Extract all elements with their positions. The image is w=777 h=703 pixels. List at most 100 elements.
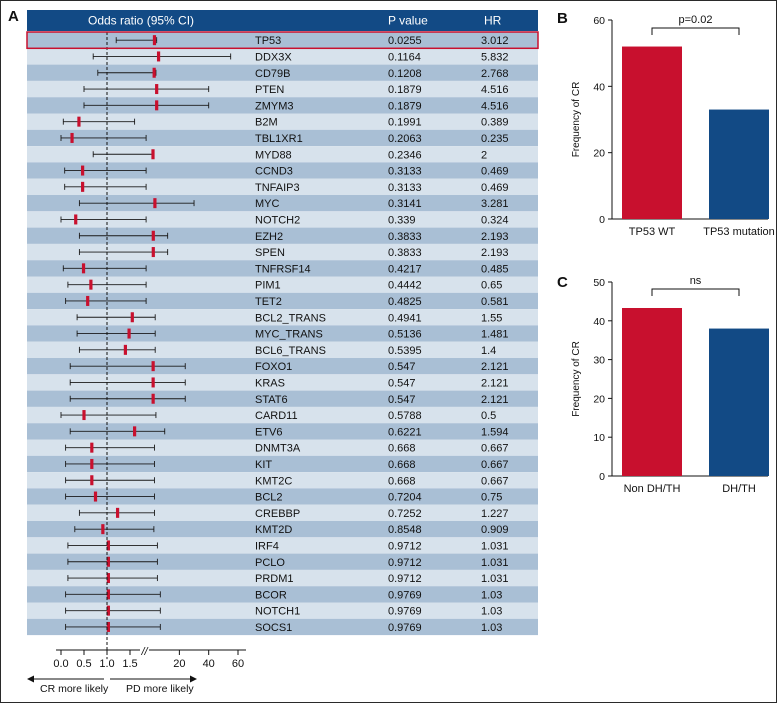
- gene-label: STAT6: [255, 394, 288, 406]
- p-value: 0.9769: [388, 622, 422, 634]
- chart-c-group: 0 10 20 30 40 50 Frequency of CR Non DH/TH DH/TH…: [571, 275, 769, 495]
- odds-ratio-point: [81, 165, 85, 176]
- p-value: 0.668: [388, 443, 416, 455]
- p-value: 0.1879: [388, 100, 422, 112]
- p-value: 0.3141: [388, 198, 422, 210]
- forest-row-bg: [27, 341, 538, 358]
- odds-ratio-point: [90, 458, 94, 469]
- odds-ratio-point: [93, 491, 98, 502]
- arrow-right-head: [190, 675, 197, 683]
- p-value: 0.547: [388, 394, 416, 406]
- hr-value: 2.121: [481, 394, 509, 406]
- p-value: 0.8548: [388, 524, 422, 536]
- hr-value: 1.481: [481, 329, 509, 341]
- gene-label: IRF4: [255, 540, 279, 552]
- y-tick-label: 0: [599, 471, 605, 483]
- gene-label: BCL6_TRANS: [255, 345, 326, 357]
- gene-label: TNFRSF14: [255, 263, 311, 275]
- odds-ratio-point: [151, 230, 155, 241]
- forest-row-bg: [27, 374, 538, 391]
- odds-ratio-point: [81, 181, 85, 192]
- hr-value: 2.193: [481, 231, 509, 243]
- gene-label: KRAS: [255, 377, 285, 389]
- category-label: DH/TH: [722, 483, 756, 495]
- header-hr: HR: [484, 14, 502, 28]
- hr-value: 0.469: [481, 182, 509, 194]
- p-value: 0.547: [388, 377, 416, 389]
- forest-row-bg: [27, 602, 538, 619]
- forest-row-bg: [27, 178, 538, 195]
- p-value: 0.9769: [388, 589, 422, 601]
- odds-ratio-point: [90, 475, 94, 486]
- header-odds-ratio: Odds ratio (95% CI): [88, 14, 194, 28]
- gene-label: NOTCH1: [255, 606, 300, 618]
- hr-value: 0.324: [481, 214, 509, 226]
- p-value: 0.3833: [388, 231, 422, 243]
- hr-value: 1.03: [481, 589, 502, 601]
- odds-ratio-point: [106, 605, 110, 616]
- gene-label: CARD11: [255, 410, 298, 422]
- gene-label: PRDM1: [255, 573, 294, 585]
- gene-label: KMT2D: [255, 524, 292, 536]
- forest-row-bg: [27, 80, 538, 98]
- odds-ratio-point: [155, 84, 159, 95]
- hr-value: 1.03: [481, 622, 502, 634]
- p-value: 0.9769: [388, 606, 422, 618]
- gene-label: MYC_TRANS: [255, 329, 323, 341]
- odds-ratio-point: [77, 116, 81, 127]
- bar: [622, 46, 682, 220]
- hr-value: 0.5: [481, 410, 496, 422]
- axis-break-mark: //: [140, 646, 148, 658]
- x-tick-label: 20: [173, 658, 185, 670]
- odds-ratio-point: [153, 198, 157, 209]
- gene-label: DDX3X: [255, 51, 292, 63]
- gene-label: BCL2_TRANS: [255, 312, 326, 324]
- y-tick-label: 10: [593, 432, 605, 444]
- y-tick-label: 60: [593, 15, 605, 27]
- gene-label: ZMYM3: [255, 100, 294, 112]
- category-label: TP53 WT: [629, 226, 676, 238]
- forest-row-bg: [27, 586, 538, 603]
- gene-label: CREBBP: [255, 508, 300, 520]
- gene-label: TP53: [255, 35, 281, 47]
- p-value: 0.668: [388, 475, 416, 487]
- gene-label: ETV6: [255, 426, 283, 438]
- x-tick-label: 1.0: [99, 658, 114, 670]
- x-tick-label: 0.0: [53, 658, 68, 670]
- forest-row-bg: [27, 455, 538, 473]
- odds-ratio-point: [151, 393, 155, 404]
- odds-ratio-point: [82, 410, 86, 421]
- hr-value: 4.516: [481, 100, 509, 112]
- hr-value: 0.667: [481, 443, 509, 455]
- gene-label: DNMT3A: [255, 443, 301, 455]
- y-tick-label: 30: [593, 355, 605, 367]
- forest-row-bg: [27, 521, 538, 538]
- bar: [709, 328, 769, 476]
- hr-value: 2.193: [481, 247, 509, 259]
- p-value: 0.3133: [388, 166, 422, 178]
- hr-value: 1.4: [481, 345, 496, 357]
- hr-value: 1.594: [481, 426, 509, 438]
- forest-rows: TP53 0.0255 3.012 DDX3X 0.1164 5.832 CD79B 0.12…: [26, 31, 539, 660]
- odds-ratio-point: [156, 51, 161, 62]
- p-value: 0.4442: [388, 280, 422, 292]
- p-value: 0.6221: [388, 426, 422, 438]
- hr-value: 0.65: [481, 280, 502, 292]
- gene-label: B2M: [255, 117, 278, 129]
- forest-row-bg: [27, 618, 538, 636]
- odds-ratio-point: [115, 507, 120, 518]
- arrow-left-head: [27, 675, 34, 683]
- forest-row-bg: [27, 260, 538, 277]
- p-value: 0.5395: [388, 345, 422, 357]
- hr-value: 2: [481, 149, 487, 161]
- gene-label: BCL2: [255, 492, 283, 504]
- forest-row-bg: [27, 162, 538, 179]
- odds-ratio-point: [106, 556, 110, 567]
- highlight-border: [26, 31, 539, 50]
- forest-row-bg: [27, 309, 538, 326]
- forest-row-bg: [27, 325, 538, 342]
- hr-value: 0.581: [481, 296, 509, 308]
- hr-value: 0.909: [481, 524, 509, 536]
- panel-label-b: B: [557, 10, 568, 27]
